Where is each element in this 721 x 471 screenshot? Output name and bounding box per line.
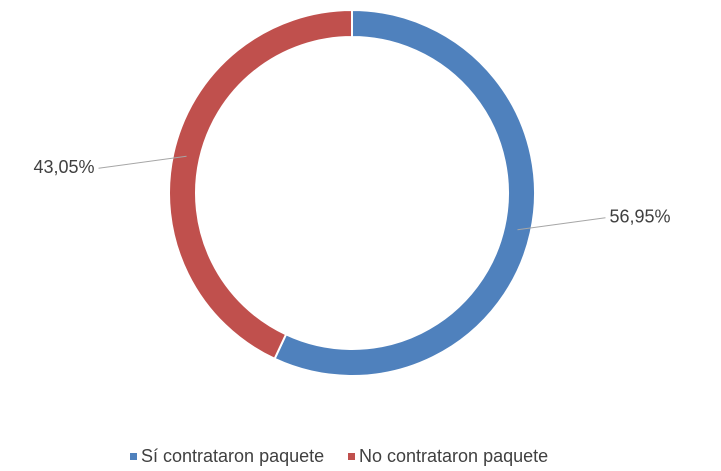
legend-label: Sí contrataron paquete <box>141 446 324 466</box>
legend-swatch <box>348 453 355 460</box>
donut-segment <box>273 8 536 377</box>
leader-line <box>98 155 187 169</box>
data-label: 56,95% <box>609 206 670 226</box>
leader-line <box>517 217 606 231</box>
legend-swatch <box>130 453 137 460</box>
legend-label: No contrataron paquete <box>359 446 548 466</box>
data-label: 43,05% <box>33 157 94 177</box>
donut-segment <box>168 8 353 361</box>
